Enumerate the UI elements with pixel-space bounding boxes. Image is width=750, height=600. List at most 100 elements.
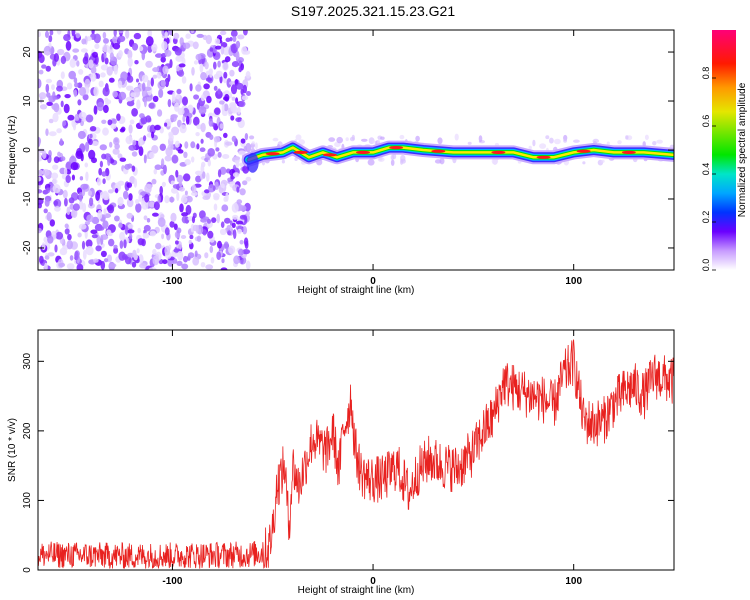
noise-blob [220,42,228,48]
ridge-halo-blob [617,140,622,145]
spectrogram-ytick-label: 0 [22,147,33,153]
noise-blob [178,63,186,68]
noise-blob [173,223,178,231]
noise-blob [221,258,225,264]
noise-blob [95,245,102,252]
noise-blob [147,30,153,38]
noise-blob [49,30,54,36]
noise-blob [51,178,58,185]
noise-blob [64,228,70,235]
ridge-halo-blob [377,157,385,163]
noise-blob [183,151,188,158]
noise-blob [56,128,62,134]
noise-blob [133,178,138,188]
noise-blob [216,213,220,224]
noise-blob [176,88,182,95]
noise-blob [107,156,111,166]
colorbar-tick-label: 0.4 [701,163,711,176]
noise-blob [54,206,61,212]
noise-blob [102,44,110,53]
noise-blob [38,54,45,64]
colorbar-tick-label: 0.8 [701,67,711,80]
noise-blob [134,60,139,65]
noise-blob [191,156,195,163]
noise-blob [65,40,72,51]
noise-blob [75,32,81,39]
noise-blob [237,34,245,40]
noise-blob [96,177,102,186]
noise-blob [164,227,170,236]
noise-blob [38,152,41,158]
noise-blob [131,43,139,51]
noise-blob [85,239,93,248]
noise-blob [38,169,44,176]
noise-blob [131,151,138,157]
ridge-peak [431,149,446,153]
noise-blob [198,105,207,115]
noise-blob [113,30,117,37]
ridge-halo-blob [345,137,349,142]
noise-blob [53,102,60,113]
noise-blob [80,183,89,190]
ridge-halo-blob [437,137,443,145]
noise-blob [170,114,178,119]
ridge-peak [389,146,404,150]
snr-xtick-label: 0 [370,576,376,587]
noise-blob [223,196,228,202]
noise-blob [184,141,189,149]
ridge-halo-blob [361,138,368,142]
noise-blob [181,212,189,217]
noise-blob [53,200,59,206]
noise-blob [149,230,156,237]
noise-blob [82,56,89,65]
noise-blob [171,126,180,136]
noise-blob [48,95,56,103]
noise-blob [101,119,107,125]
noise-blob [169,221,175,228]
noise-blob [171,187,178,194]
noise-blob [184,159,191,166]
noise-blob [176,227,182,234]
ridge-halo-blob [328,137,336,142]
noise-blob [213,193,220,199]
noise-blob [38,189,43,194]
noise-blob [157,194,161,204]
noise-blob [168,133,174,142]
noise-blob [118,251,126,261]
noise-blob [136,99,141,110]
noise-blob [213,85,218,91]
ridge-halo-blob [380,136,385,140]
noise-blob [157,109,163,117]
noise-blob [135,203,142,213]
noise-blob [82,202,87,213]
noise-blob [77,99,82,106]
noise-blob [45,187,51,194]
noise-blob [117,196,124,207]
ridge-peak [491,150,506,154]
noise-blob [72,48,80,53]
colorbar-ticks: 0.0 0.2 0.4 0.6 0.8 [701,67,716,271]
noise-blob [102,220,109,229]
noise-blob [63,167,68,176]
noise-blob [244,133,249,141]
noise-blob [126,75,134,83]
noise-blob [44,198,50,207]
noise-blob [87,190,92,197]
noise-blob [84,78,91,89]
ridge-halo-blob [656,139,663,144]
noise-blob [239,239,244,245]
noise-blob [177,250,184,261]
noise-blob [64,223,69,229]
noise-blob [113,64,119,75]
noise-blob [93,86,99,97]
noise-blob [214,107,221,115]
noise-blob [243,237,249,247]
noise-blob [49,219,55,227]
noise-blob [63,34,71,42]
noise-blob [107,119,113,126]
noise-blob [128,233,133,240]
noise-blob [73,89,78,98]
ridge-halo-blob [272,137,279,142]
noise-blob [139,263,147,269]
